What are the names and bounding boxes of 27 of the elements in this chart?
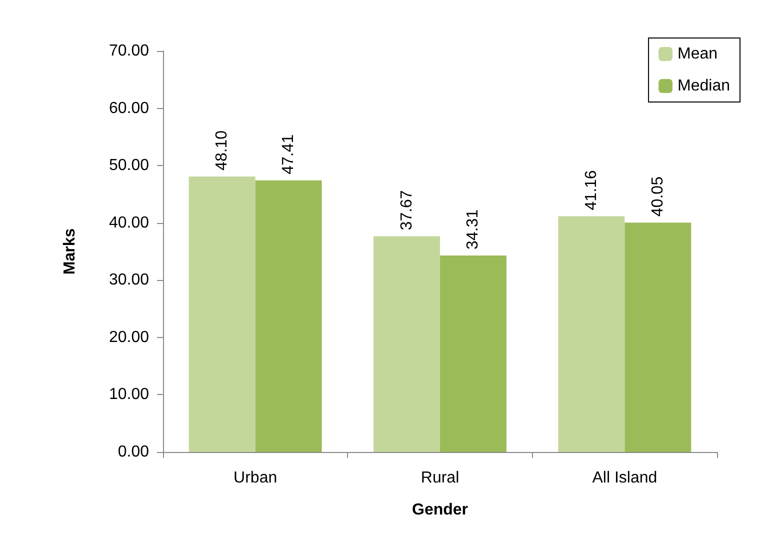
y-tick-label: 0.00 <box>118 444 150 460</box>
y-tick-label: 50.00 <box>108 157 150 174</box>
bar <box>558 216 625 452</box>
y-tick-label: 60.00 <box>108 100 150 117</box>
legend-label: Median <box>678 78 730 94</box>
bar <box>255 180 322 452</box>
y-tick-label: 20.00 <box>108 328 150 346</box>
x-tick-label: Urban <box>234 470 278 486</box>
bar <box>374 236 440 452</box>
bar <box>440 255 506 452</box>
y-tick-label: 40.00 <box>108 214 150 232</box>
y-tick-label: 70.00 <box>108 42 150 60</box>
y-tick-label: 10.00 <box>108 386 150 404</box>
y-tick-label: 30.00 <box>108 272 150 289</box>
legend-label: Mean <box>678 46 718 62</box>
x-tick-label: All Island <box>592 470 658 486</box>
x-axis-title: Gender <box>412 502 468 518</box>
data-label: 40.05 <box>649 176 666 217</box>
data-label: 37.67 <box>398 190 416 230</box>
data-label: 41.16 <box>582 170 600 210</box>
x-tick-label: Rural <box>420 470 460 486</box>
data-label: 48.10 <box>214 130 231 170</box>
bar <box>624 222 692 452</box>
bar <box>188 176 256 452</box>
data-label: 47.41 <box>280 134 298 174</box>
y-axis-title: Marks <box>62 228 78 275</box>
data-label: 34.31 <box>464 209 482 250</box>
